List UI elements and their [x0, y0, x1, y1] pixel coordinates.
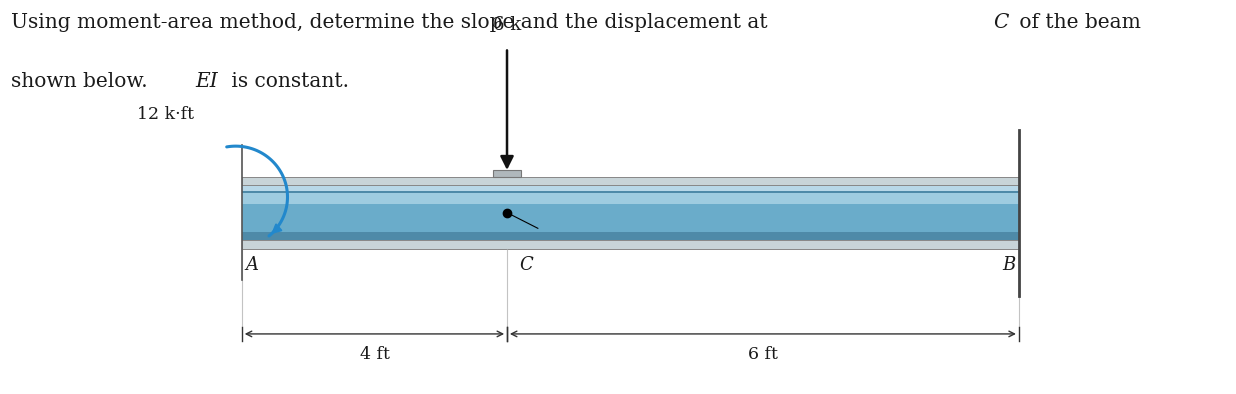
Text: is constant.: is constant. — [225, 72, 349, 91]
Text: 12 k·ft: 12 k·ft — [137, 106, 194, 123]
Text: B: B — [1002, 256, 1015, 275]
Text: 4 ft: 4 ft — [360, 346, 389, 362]
Text: A: A — [246, 256, 258, 275]
Bar — [242, 185, 1018, 191]
Text: shown below.: shown below. — [11, 72, 154, 91]
Text: EI: EI — [195, 72, 218, 91]
Bar — [242, 193, 1018, 204]
Bar — [242, 240, 1018, 249]
Text: C: C — [519, 256, 533, 275]
Bar — [493, 169, 520, 177]
Text: 6 ft: 6 ft — [748, 346, 777, 362]
Bar — [242, 193, 1018, 232]
Text: of the beam: of the beam — [1014, 13, 1141, 32]
Text: 6 k: 6 k — [493, 16, 522, 34]
Bar — [242, 177, 1018, 185]
Bar — [242, 185, 1018, 240]
Text: C: C — [994, 13, 1009, 32]
Text: Using moment-area method, determine the slope and the displacement at: Using moment-area method, determine the … — [11, 13, 774, 32]
